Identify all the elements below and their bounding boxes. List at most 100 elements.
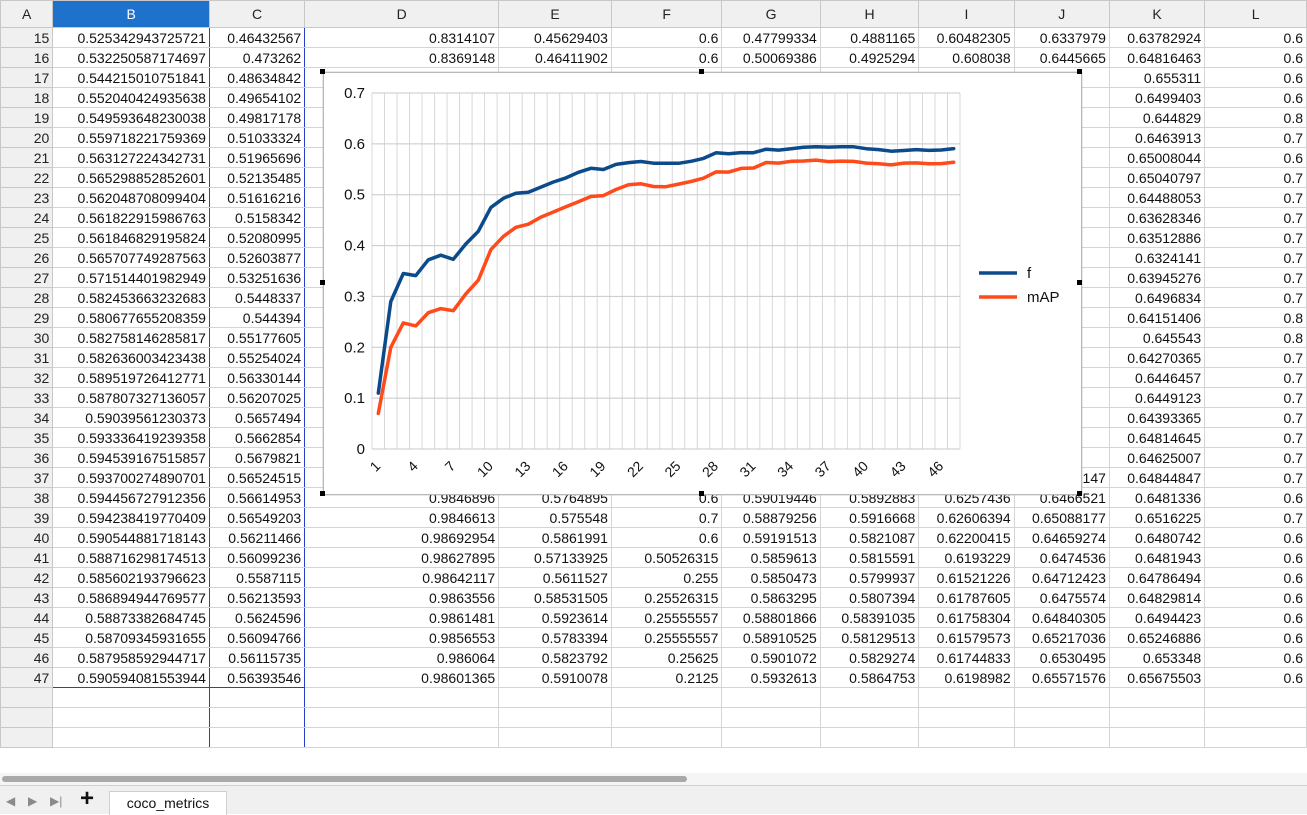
cell[interactable]: 0.5662854 [208, 427, 306, 448]
cell[interactable]: 0.6475574 [1013, 587, 1110, 608]
cell[interactable]: 0.6496834 [1108, 287, 1206, 308]
cell[interactable]: 0.6 [1204, 567, 1307, 588]
cell[interactable]: 0.5783394 [498, 627, 612, 648]
cell[interactable]: 0.6324141 [1108, 247, 1206, 268]
cell[interactable]: 0.6480742 [1108, 527, 1206, 548]
cell[interactable]: 0.575548 [498, 507, 612, 528]
cell[interactable]: 0.98601365 [304, 667, 500, 688]
cell[interactable]: 0.64786494 [1108, 567, 1206, 588]
cell[interactable]: 0.571514401982949 [52, 267, 210, 288]
cell[interactable]: 0.58709345931655 [52, 627, 210, 648]
row-header[interactable]: 31 [0, 347, 54, 368]
cell[interactable] [721, 707, 821, 728]
cell[interactable]: 0.61758304 [918, 607, 1015, 628]
cell[interactable]: 0.51965696 [208, 147, 306, 168]
cell[interactable]: 0.64151406 [1108, 307, 1206, 328]
row-header[interactable] [0, 707, 54, 728]
row-header[interactable]: 15 [0, 27, 54, 48]
cell[interactable]: 0.8 [1204, 327, 1307, 348]
cell[interactable] [819, 707, 920, 728]
cell[interactable]: 0.563127224342731 [52, 147, 210, 168]
cell[interactable]: 0.565707749287563 [52, 247, 210, 268]
next-sheet-icon[interactable]: ▶ [28, 794, 38, 808]
column-header-f[interactable]: F [610, 0, 723, 28]
cell[interactable]: 0.7 [610, 507, 723, 528]
chart-handle-left[interactable] [320, 280, 325, 285]
cell[interactable]: 0.6445665 [1013, 47, 1110, 68]
cell[interactable]: 0.57133925 [498, 547, 612, 568]
cell[interactable] [918, 727, 1015, 748]
cell[interactable]: 0.655311 [1108, 67, 1206, 88]
cell[interactable]: 0.64625007 [1108, 447, 1206, 468]
cell[interactable] [304, 687, 500, 708]
cell[interactable]: 0.7 [1204, 227, 1307, 248]
cell[interactable]: 0.2125 [610, 667, 723, 688]
cell[interactable]: 0.65040797 [1108, 167, 1206, 188]
row-header[interactable]: 17 [0, 67, 54, 88]
cell[interactable]: 0.562048708099404 [52, 187, 210, 208]
cell[interactable]: 0.5158342 [208, 207, 306, 228]
cell[interactable]: 0.7 [1204, 367, 1307, 388]
cell[interactable]: 0.5859613 [721, 547, 821, 568]
cell[interactable]: 0.8 [1204, 307, 1307, 328]
cell[interactable]: 0.6474536 [1013, 547, 1110, 568]
cell[interactable]: 0.7 [1204, 127, 1307, 148]
cell[interactable] [498, 727, 612, 748]
cell[interactable]: 0.59191513 [721, 527, 821, 548]
cell[interactable]: 0.52603877 [208, 247, 306, 268]
cell[interactable]: 0.61744833 [918, 647, 1015, 668]
cell[interactable]: 0.986064 [304, 647, 500, 668]
cell[interactable]: 0.582636003423438 [52, 347, 210, 368]
cell[interactable]: 0.61579573 [918, 627, 1015, 648]
cell[interactable]: 0.56094766 [208, 627, 306, 648]
cell[interactable]: 0.580677655208359 [52, 307, 210, 328]
cell[interactable]: 0.5829274 [819, 647, 920, 668]
cell[interactable] [1013, 707, 1110, 728]
cell[interactable]: 0.5611527 [498, 567, 612, 588]
cell[interactable]: 0.6 [1204, 587, 1307, 608]
cell[interactable]: 0.55254024 [208, 347, 306, 368]
cell[interactable]: 0.64659274 [1013, 527, 1110, 548]
column-header-l[interactable]: L [1204, 0, 1307, 28]
cell[interactable]: 0.6 [1204, 527, 1307, 548]
cell[interactable]: 0.6 [610, 527, 723, 548]
chart-handle-top-right[interactable] [1077, 69, 1082, 74]
cell[interactable]: 0.7 [1204, 447, 1307, 468]
cell[interactable]: 0.5823792 [498, 647, 612, 668]
cell[interactable]: 0.48634842 [208, 67, 306, 88]
cell[interactable]: 0.6494423 [1108, 607, 1206, 628]
cell[interactable]: 0.7 [1204, 267, 1307, 288]
cell[interactable] [610, 727, 723, 748]
cell[interactable]: 0.5916668 [819, 507, 920, 528]
cell[interactable]: 0.51033324 [208, 127, 306, 148]
line-chart[interactable]: 0 0.1 0.2 0.3 0.4 0.5 0.6 0.7 1 4 7 10 13 16 19 22 25 28 3… [323, 72, 1082, 495]
cell[interactable]: 0.51616216 [208, 187, 306, 208]
cell[interactable]: 0.593700274890701 [52, 467, 210, 488]
cell[interactable]: 0.653348 [1108, 647, 1206, 668]
cell[interactable]: 0.5910078 [498, 667, 612, 688]
cell[interactable]: 0.64816463 [1108, 47, 1206, 68]
cell[interactable]: 0.7 [1204, 187, 1307, 208]
row-header[interactable]: 20 [0, 127, 54, 148]
cell[interactable]: 0.6516225 [1108, 507, 1206, 528]
cell[interactable]: 0.525342943725721 [52, 27, 210, 48]
cell[interactable]: 0.56099236 [208, 547, 306, 568]
cell[interactable]: 0.590544881718143 [52, 527, 210, 548]
cell[interactable]: 0.25555557 [610, 607, 723, 628]
cell[interactable]: 0.65008044 [1108, 147, 1206, 168]
cell[interactable]: 0.5657494 [208, 407, 306, 428]
cell[interactable]: 0.5821087 [819, 527, 920, 548]
cell[interactable]: 0.58879256 [721, 507, 821, 528]
column-header-a[interactable]: A [0, 0, 54, 28]
cell[interactable]: 0.62200415 [918, 527, 1015, 548]
cell[interactable]: 0.53251636 [208, 267, 306, 288]
cell[interactable]: 0.6530495 [1013, 647, 1110, 668]
cell[interactable] [1013, 687, 1110, 708]
row-header[interactable]: 21 [0, 147, 54, 168]
cell[interactable] [1204, 687, 1307, 708]
cell[interactable]: 0.56115735 [208, 647, 306, 668]
cell[interactable]: 0.594539167515857 [52, 447, 210, 468]
cell[interactable]: 0.582453663232683 [52, 287, 210, 308]
row-header[interactable] [0, 727, 54, 748]
cell[interactable]: 0.58873382684745 [52, 607, 210, 628]
